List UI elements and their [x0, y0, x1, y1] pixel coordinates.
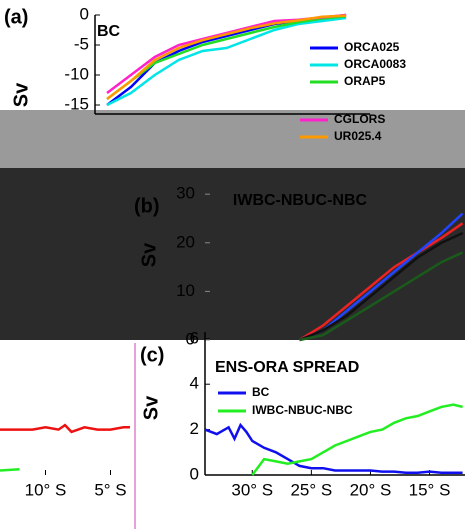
chart-title: BC: [97, 23, 121, 40]
panel-label: (a): [4, 6, 28, 28]
panel-label: (b): [134, 195, 160, 217]
series-line: [0, 468, 20, 472]
dark-panel: [0, 168, 465, 340]
x-tick-label: 10° S: [25, 480, 67, 499]
legend-label: ORCA025: [344, 40, 400, 54]
series-line: [106, 14, 347, 100]
y-tick-label: 10: [176, 281, 195, 300]
y-tick-label: 2: [190, 419, 199, 438]
y-axis-label: Sv: [140, 395, 162, 420]
series-line: [298, 222, 464, 342]
legend-label: IWBC-NBUC-NBC: [252, 403, 353, 417]
legend-label: CGLORS: [334, 112, 385, 126]
x-tick-label: 15° S: [409, 480, 451, 499]
legend-label: ORCA0083: [344, 57, 406, 71]
legend-label: UR025.4: [334, 129, 382, 143]
x-tick-label: 20° S: [350, 480, 392, 499]
series-line: [204, 422, 463, 474]
y-tick-label: 0: [80, 4, 89, 23]
chart-title: ENS-ORA SPREAD: [215, 359, 359, 376]
chart-title: IWBC-NBUC-NBC: [233, 192, 368, 209]
series-line: [251, 403, 463, 476]
y-tick-label: 20: [176, 232, 195, 251]
y-axis-label: Sv: [138, 242, 160, 267]
series-line: [299, 231, 464, 342]
left-panel-bg: [0, 343, 135, 493]
series-line: [299, 251, 464, 342]
series-line: [106, 13, 347, 106]
x-tick-label: 30° S: [231, 480, 273, 499]
y-tick-label: 0: [190, 464, 199, 483]
y-tick-label: 4: [190, 374, 199, 393]
glitch-band: [0, 110, 465, 168]
legend-label: BC: [252, 385, 270, 399]
series-line: [106, 14, 347, 100]
y-axis-label: Sv: [10, 82, 32, 107]
legend-label: ORAP5: [344, 74, 386, 88]
y-tick-label: -5: [74, 34, 89, 53]
panel-label: (c): [140, 344, 164, 366]
y-tick-label: 6: [190, 328, 199, 347]
y-tick-label: 0: [186, 329, 195, 348]
x-tick-label: 25° S: [290, 480, 332, 499]
series-line: [106, 16, 347, 107]
series-line: [0, 423, 130, 434]
y-tick-label: -10: [64, 64, 89, 83]
y-tick-label: 30: [176, 184, 195, 203]
x-tick-label: 5° S: [94, 480, 126, 499]
y-tick-label: -15: [64, 94, 89, 113]
